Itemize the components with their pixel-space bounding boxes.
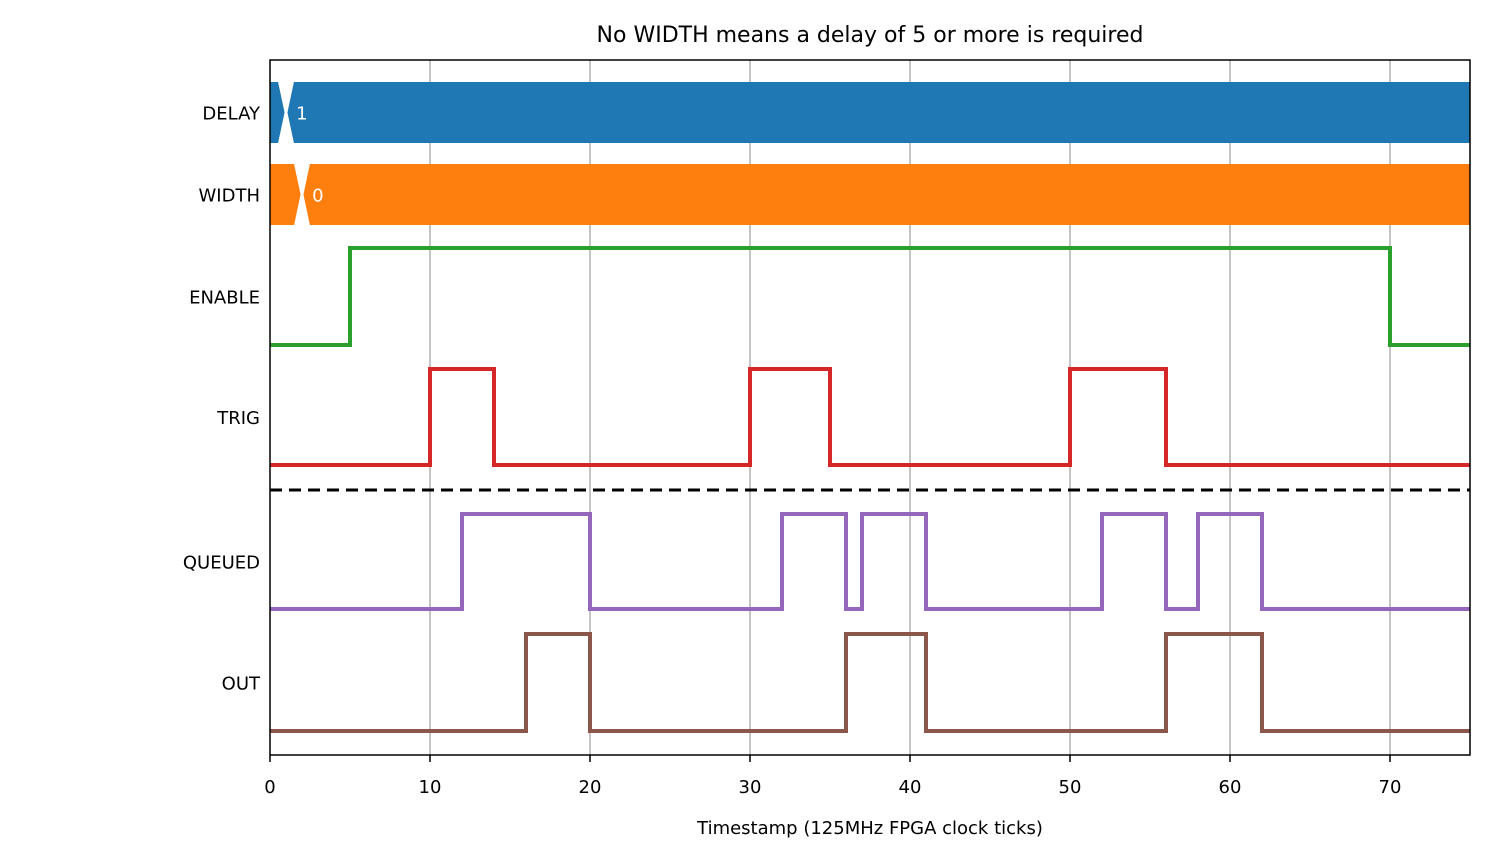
x-tick-label: 10 [419,777,442,798]
x-tick-label: 0 [264,777,275,798]
row-label-queued: QUEUED [183,553,260,574]
x-axis-ticks: 0 10 20 30 40 50 60 70 [264,755,1401,798]
x-tick-label: 20 [579,777,602,798]
row-label-delay: DELAY [202,104,261,125]
bus-value-label: 0 [312,186,323,207]
bus-initial-segment [270,164,301,225]
x-tick-label: 60 [1219,777,1242,798]
signal-trace-trig [270,367,1470,467]
row-label-width: WIDTH [199,186,261,207]
x-axis-label: Timestamp (125MHz FPGA clock ticks) [696,818,1043,839]
x-tick-label: 30 [739,777,762,798]
bus-segment [303,164,1471,225]
row-label-trig: TRIG [216,408,260,429]
signal-trace-enable [270,246,1470,347]
bus-initial-segment [270,82,285,143]
plot-frame [269,59,1471,756]
bus-segment [287,82,1471,143]
x-tick-label: 70 [1379,777,1402,798]
row-label-out: OUT [222,674,261,695]
x-tick-label: 40 [899,777,922,798]
bus-value-label: 1 [296,104,307,125]
chart-title: No WIDTH means a delay of 5 or more is r… [597,23,1144,48]
row-labels: DELAY WIDTH ENABLE TRIG QUEUED OUT [183,104,261,695]
bus-rows: 10 [270,82,1471,225]
signal-traces [270,246,1470,733]
signal-trace-queued [270,512,1470,611]
signal-trace-out [270,632,1470,733]
x-tick-label: 50 [1059,777,1082,798]
row-label-enable: ENABLE [189,288,260,309]
